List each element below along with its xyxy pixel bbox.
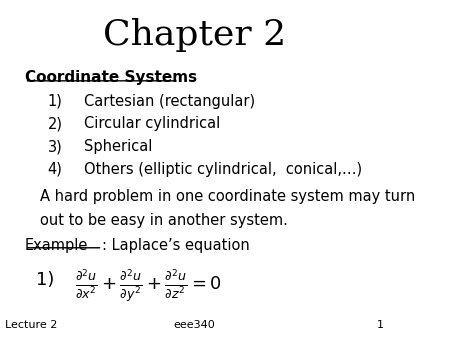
Text: 1): 1): [36, 271, 54, 289]
Text: A hard problem in one coordinate system may turn: A hard problem in one coordinate system …: [40, 189, 415, 204]
Text: Coordinate Systems: Coordinate Systems: [25, 70, 197, 85]
Text: Spherical: Spherical: [84, 139, 153, 154]
Text: 1): 1): [48, 94, 63, 108]
Text: Example: Example: [25, 238, 88, 253]
Text: : Laplace’s equation: : Laplace’s equation: [103, 238, 250, 253]
Text: 3): 3): [48, 139, 63, 154]
Text: out to be easy in another system.: out to be easy in another system.: [40, 213, 288, 228]
Text: Others (elliptic cylindrical,  conical,…): Others (elliptic cylindrical, conical,…): [84, 162, 362, 177]
Text: Cartesian (rectangular): Cartesian (rectangular): [84, 94, 256, 108]
Text: eee340: eee340: [173, 320, 215, 330]
Text: Chapter 2: Chapter 2: [103, 18, 286, 52]
Text: Lecture 2: Lecture 2: [5, 320, 58, 330]
Text: $\frac{\partial^2 u}{\partial x^2} + \frac{\partial^2 u}{\partial y^2} + \frac{\: $\frac{\partial^2 u}{\partial x^2} + \fr…: [75, 268, 221, 305]
Text: 1: 1: [376, 320, 383, 330]
Text: 4): 4): [48, 162, 63, 177]
Text: 2): 2): [48, 116, 63, 131]
Text: Circular cylindrical: Circular cylindrical: [84, 116, 220, 131]
